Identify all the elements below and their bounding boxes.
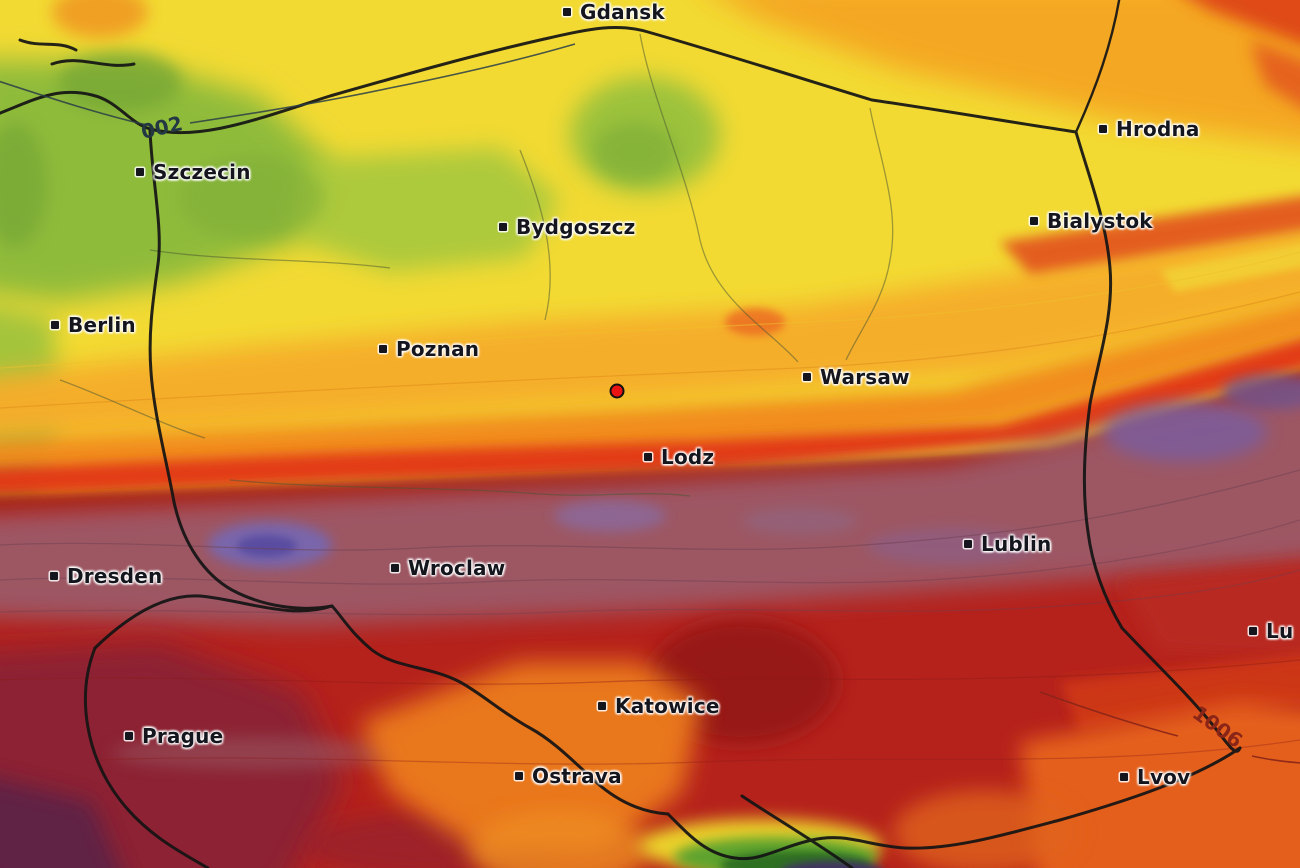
contour-lines (0, 251, 1300, 765)
selected-location-marker[interactable] (609, 383, 625, 399)
country-borders (0, 0, 1242, 868)
admin-boundaries (59, 33, 894, 497)
